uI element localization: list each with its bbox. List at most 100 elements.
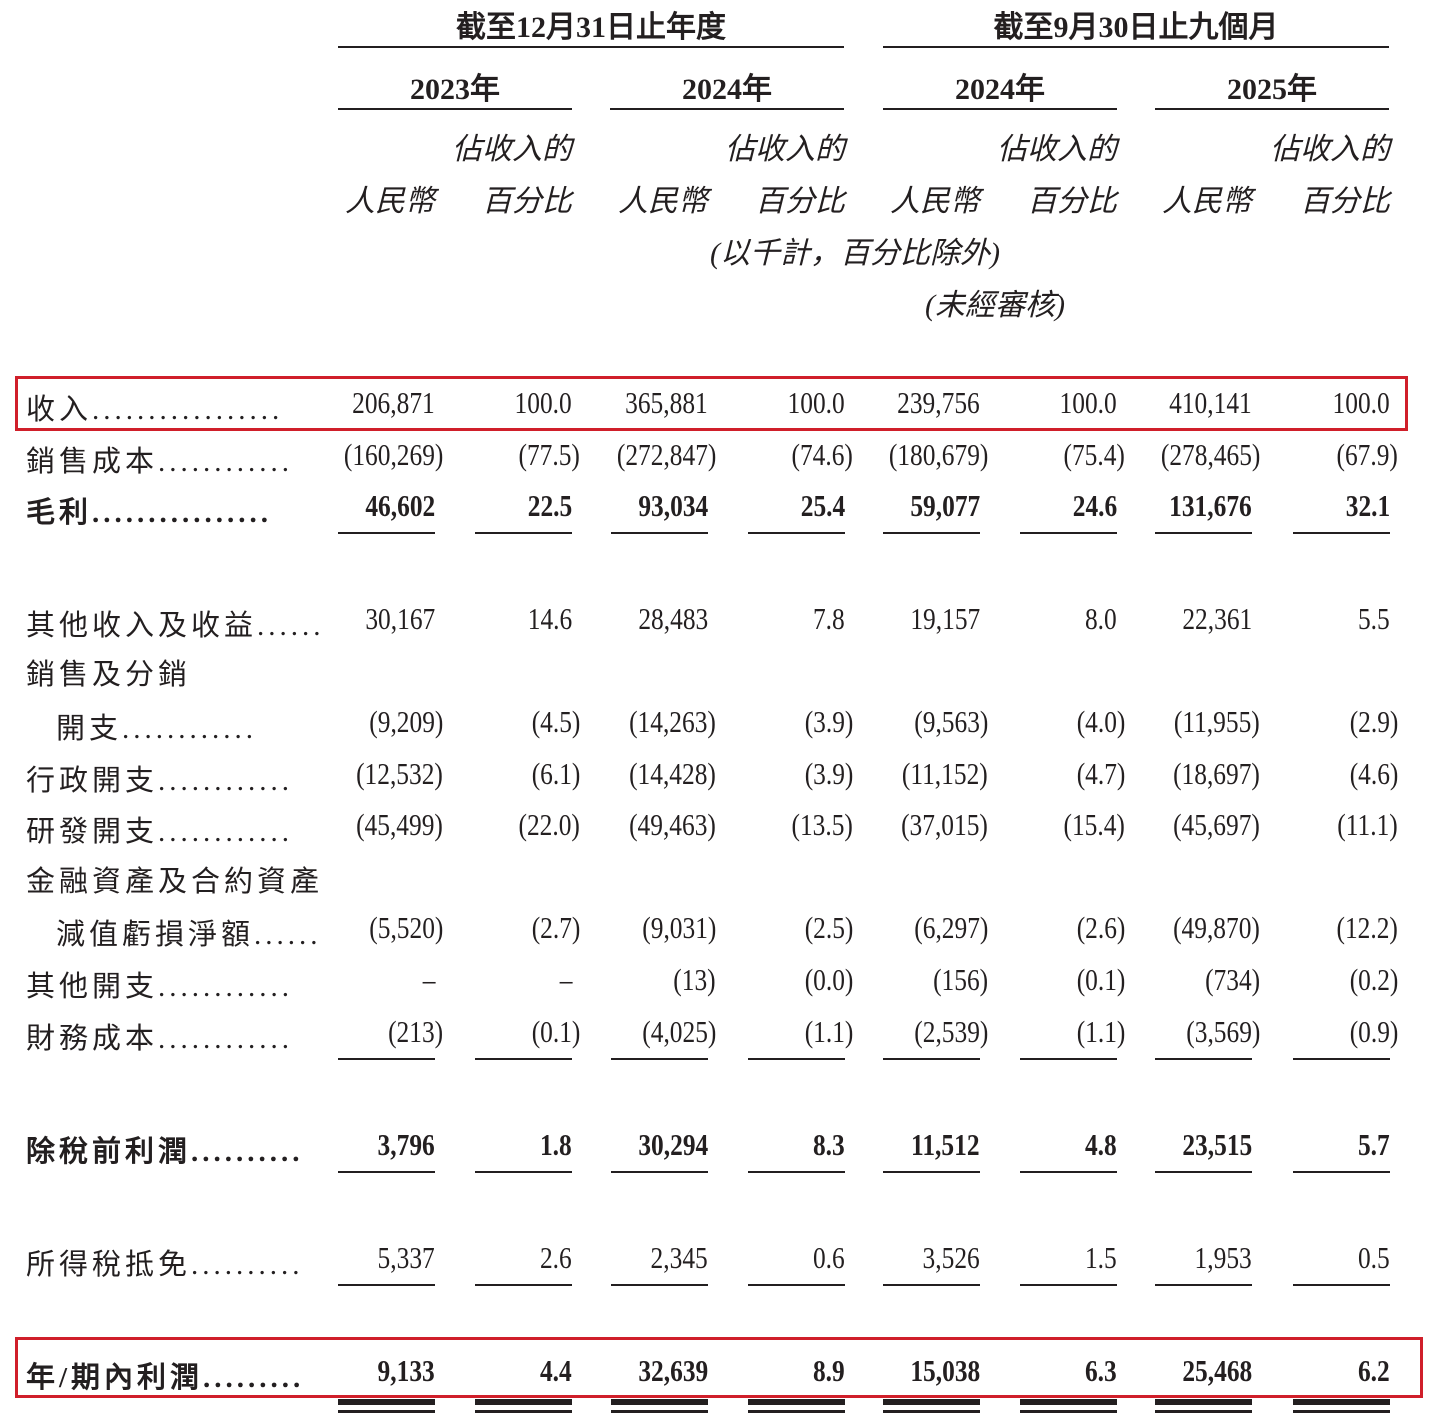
underline: [1293, 1284, 1390, 1286]
double-underline: [1293, 1410, 1390, 1413]
year-rule: [338, 108, 572, 110]
cell-value: 22,361: [1182, 601, 1252, 636]
underline: [611, 1171, 708, 1173]
underline: [475, 1284, 572, 1286]
underline: [748, 1284, 845, 1286]
cell-value: (9,031): [641, 910, 716, 945]
cell-value: 15,038: [910, 1353, 980, 1388]
cell-value: 8.0: [1085, 601, 1117, 636]
cell-value: 6.2: [1358, 1353, 1390, 1388]
underline: [1293, 1171, 1390, 1173]
cell-value: 6.3: [1085, 1353, 1117, 1388]
cell-value: 5.7: [1358, 1127, 1390, 1162]
cell-value: (2.6): [1076, 910, 1125, 945]
underline: [1020, 532, 1117, 534]
row-label-continued: 開支............: [56, 713, 258, 745]
cell-value: 5,337: [377, 1240, 435, 1275]
cell-value: (4.7): [1076, 756, 1125, 791]
cell-value: (14,428): [629, 756, 716, 791]
cell-value: (1.1): [804, 1014, 853, 1049]
cell-value: 1.5: [1085, 1240, 1117, 1275]
cell-value: 14.6: [527, 601, 572, 636]
cell-value: –: [559, 962, 572, 997]
double-underline: [611, 1399, 708, 1405]
cell-value: 0.5: [1358, 1240, 1390, 1275]
cell-value: (180,679): [888, 437, 988, 472]
year-rule: [610, 108, 844, 110]
percentage-label: 百分比: [482, 185, 572, 218]
cell-value: 131,676: [1169, 488, 1252, 523]
cell-value: 46,602: [365, 488, 435, 523]
cell-value: 2.6: [540, 1240, 572, 1275]
cell-value: 28,483: [638, 601, 708, 636]
header-rule: [883, 46, 1389, 48]
cell-value: –: [422, 962, 435, 997]
cell-value: (0.1): [531, 1014, 580, 1049]
row-label: 金融資產及合約資產: [26, 866, 324, 898]
double-underline: [475, 1399, 572, 1405]
cell-value: (13): [673, 962, 716, 997]
double-underline: [611, 1410, 708, 1413]
cell-value: 23,515: [1182, 1127, 1252, 1162]
cell-value: (213): [387, 1014, 443, 1049]
cell-value: (45,697): [1173, 807, 1260, 842]
row-label: 毛利................: [26, 497, 273, 529]
underline: [1155, 1058, 1252, 1060]
cell-value: (1.1): [1076, 1014, 1125, 1049]
cell-value: (74.6): [791, 437, 853, 472]
underline: [748, 1171, 845, 1173]
rmb-label: 人民幣: [345, 185, 435, 218]
cell-value: (18,697): [1173, 756, 1260, 791]
double-underline: [748, 1399, 845, 1405]
year-rule: [1155, 108, 1389, 110]
year-header: 2025年: [1227, 73, 1317, 106]
row-label: 研發開支............: [26, 816, 294, 848]
cell-value: 9,133: [377, 1353, 435, 1388]
cell-value: 30,294: [638, 1127, 708, 1162]
cell-value: (0.2): [1349, 962, 1398, 997]
cell-value: 3,526: [922, 1240, 980, 1275]
cell-value: (2,539): [913, 1014, 988, 1049]
cell-value: (75.4): [1063, 437, 1125, 472]
cell-value: (6,297): [913, 910, 988, 945]
highlight-box-revenue: [15, 376, 1408, 431]
year-rule: [883, 108, 1117, 110]
row-label: 其他開支............: [26, 971, 294, 1003]
underline: [1293, 1058, 1390, 1060]
double-underline: [1020, 1399, 1117, 1405]
percentage-label: 百分比: [1300, 185, 1390, 218]
double-underline: [338, 1410, 435, 1413]
row-label: 收入.................: [26, 394, 284, 426]
double-underline: [1155, 1410, 1252, 1413]
row-label: 年/期內利潤.........: [26, 1362, 305, 1394]
underline: [1293, 532, 1390, 534]
double-underline: [1155, 1399, 1252, 1405]
row-label: 除稅前利潤..........: [26, 1136, 304, 1168]
cell-value: 19,157: [910, 601, 980, 636]
cell-value: (45,499): [356, 807, 443, 842]
cell-value: 4.4: [540, 1353, 572, 1388]
cell-value: 32,639: [638, 1353, 708, 1388]
cell-value: (2.9): [1349, 704, 1398, 739]
underline: [883, 1058, 980, 1060]
percentage-label: 百分比: [755, 185, 845, 218]
cell-value: (734): [1204, 962, 1260, 997]
double-underline: [883, 1410, 980, 1413]
cell-value: (77.5): [518, 437, 580, 472]
year-header: 2024年: [682, 73, 772, 106]
cell-value: 8.3: [813, 1127, 845, 1162]
underline: [475, 532, 572, 534]
cell-value: 239,756: [897, 385, 980, 420]
row-label: 其他收入及收益......: [26, 610, 325, 642]
cell-value: (4.5): [531, 704, 580, 739]
cell-value: (11,152): [902, 756, 988, 791]
cell-value: 1,953: [1194, 1240, 1252, 1275]
underline: [883, 1171, 980, 1173]
underline: [1020, 1284, 1117, 1286]
cell-value: (15.4): [1063, 807, 1125, 842]
year-header: 2024年: [955, 73, 1045, 106]
underline: [883, 532, 980, 534]
cell-value: 3,796: [377, 1127, 435, 1162]
cell-value: 32.1: [1345, 488, 1390, 523]
pct-of-revenue-label: 佔收入的: [1270, 133, 1390, 166]
